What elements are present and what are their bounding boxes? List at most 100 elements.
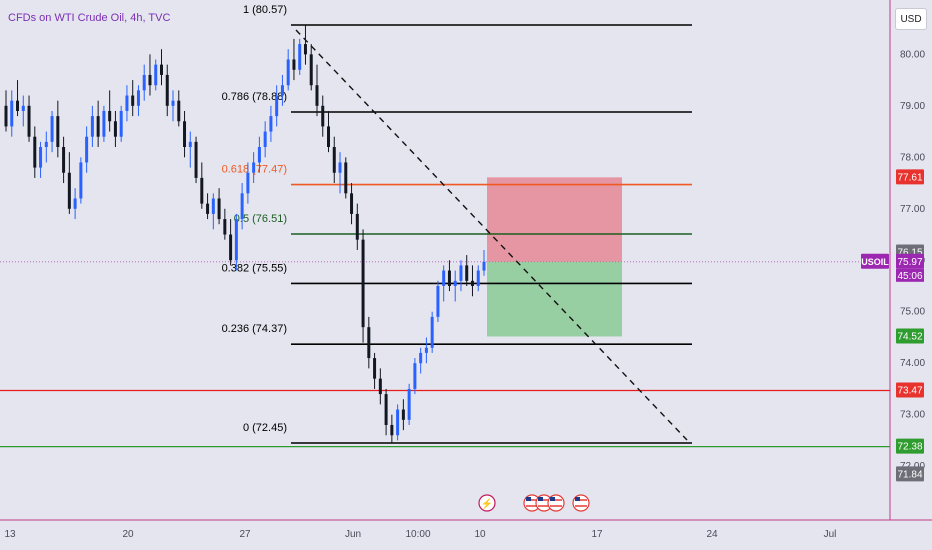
price-tag [896,328,924,344]
chart-title: CFDs on WTI Crude Oil, 4h, TVC [8,12,171,24]
candle-body [56,116,60,148]
candle-body [39,147,43,168]
candle-body [424,347,428,353]
x-tick-label: 20 [122,529,134,540]
candle-body [413,363,417,389]
fib-level-label: 1 (80.57) [243,4,287,16]
lightning-event-icon [478,494,496,512]
price-tag-label: 73.47 [897,385,922,396]
candle-body [108,110,112,122]
price-tag [896,466,924,482]
candle-body [280,85,284,96]
candle-body [246,172,250,194]
candle-body [119,110,123,137]
y-tick-label: 80.00 [900,49,925,60]
fib-level-label: 0.382 (75.55) [222,262,287,274]
x-tick-label: 17 [591,529,603,540]
price-tag [896,169,924,185]
candle-body [390,424,394,436]
candle-body [50,116,54,142]
price-tag [896,253,924,269]
candle-body [234,219,238,261]
price-tag-label: 75.97 [897,257,922,268]
candle-body [159,64,163,75]
candle-body [21,105,25,111]
x-tick-label: 13 [4,529,16,540]
candle-body [384,394,388,425]
candle-body [361,239,365,328]
candle-body [171,100,175,106]
lightning-glyph-icon: ⚡ [481,497,493,510]
x-tick-label: 10:00 [405,529,430,540]
candle-body [367,327,371,359]
candle-body [453,280,457,286]
candle-body [200,177,204,204]
x-tick-label: 24 [706,529,718,540]
candle-body [252,162,256,173]
price-tag-label: 72.38 [897,442,922,453]
candle-body [298,44,302,70]
take-profit-zone [487,261,622,337]
candle-body [257,147,261,163]
fib-level-label: 0.236 (74.37) [222,323,287,335]
candle-body [229,234,233,261]
candle-body [378,378,382,395]
candle-body [113,121,117,137]
y-tick-label: 74.00 [900,358,925,369]
candle-body [269,116,273,132]
candle-body [315,85,319,106]
fib-level-label: 0.5 (76.51) [234,213,287,225]
candle-body [206,203,210,214]
y-tick-label: 77.00 [900,204,925,215]
y-tick-label: 73.00 [900,410,925,421]
candle-body [430,316,434,348]
flag-canton [538,497,543,501]
candle-body [407,388,411,420]
candle-body [10,100,14,127]
candle-body [194,141,198,178]
candle-body [62,147,66,173]
candle-body [476,270,480,286]
candle-body [240,193,244,220]
candle-body [223,219,227,235]
fib-level-label: 0 (72.45) [243,422,287,434]
candle-body [263,131,267,148]
candle-body [131,95,135,106]
x-tick-label: 27 [239,529,251,540]
candle-body [344,162,348,194]
candle-body [44,141,48,148]
candle-body [321,105,325,127]
candle-body [211,198,215,214]
symbol-tag-label: USOIL [861,257,889,267]
price-tag-label: 76.15 [897,248,922,259]
candle-body [275,95,279,117]
candle-body [148,74,152,86]
candle-body [183,121,187,148]
flag-canton [575,497,580,501]
price-tag [896,438,924,454]
fib-level-label: 0.786 (78.88) [222,91,287,103]
candle-body [338,162,342,173]
candle-body [67,172,71,209]
stop-loss-zone [487,177,622,262]
candle-body [165,74,169,106]
candle-body [465,265,469,281]
candle-body [292,59,296,70]
candle-body [85,136,89,163]
y-tick-label: 75.00 [900,307,925,318]
candle-body [355,213,359,240]
candle-body [136,90,140,106]
candle-body [154,64,158,86]
candle-body [27,105,31,137]
currency-button[interactable]: USD [895,8,927,30]
candle-body [442,270,446,286]
x-tick-label: 10 [474,529,486,540]
candle-body [373,358,377,379]
flag-canton [526,497,531,501]
candle-body [286,59,290,86]
candle-body [419,352,423,364]
candle-body [350,193,354,214]
candle-body [125,95,129,111]
